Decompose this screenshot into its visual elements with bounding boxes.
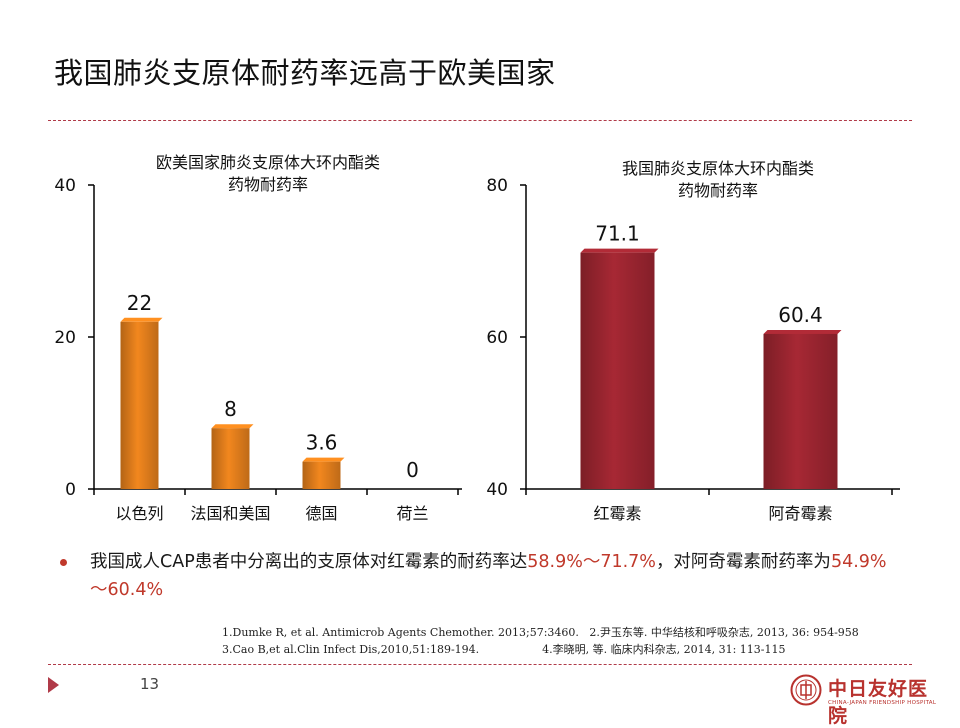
chart-1-bar-top bbox=[120, 317, 163, 322]
arrow-icon bbox=[48, 677, 59, 693]
chart-2-bar bbox=[763, 333, 838, 489]
chart-1-data-label: 0 bbox=[406, 458, 419, 482]
bullet-range2: 54.9%～60.4% bbox=[90, 552, 887, 600]
chart-1-y-tick-label: 0 bbox=[65, 480, 76, 500]
references: 1.Dumke R, et al. Antimicrob Agents Chem… bbox=[222, 624, 859, 658]
chart-1-bar bbox=[302, 461, 341, 489]
chart-1-title: 欧美国家肺炎支原体大环内酯类 药物耐药率 bbox=[98, 152, 438, 196]
bullet-text: 我国成人CAP患者中分离出的支原体对红霉素的耐药率达58.9%～71.7%，对阿… bbox=[90, 548, 900, 604]
chart-2-y-tick-label: 80 bbox=[486, 176, 508, 196]
chart-1-category-label: 法国和美国 bbox=[190, 504, 270, 523]
bottom-divider bbox=[48, 664, 912, 665]
chart-1-data-label: 8 bbox=[224, 397, 237, 421]
chart-2-title: 我国肺炎支原体大环内酯类 药物耐药率 bbox=[548, 158, 888, 202]
chart-1-bar bbox=[211, 428, 250, 489]
chart-2-bar-top bbox=[580, 248, 659, 253]
seal-icon bbox=[790, 674, 822, 706]
chart-2-category-label: 阿奇霉素 bbox=[768, 504, 832, 523]
chart-1-title-line2: 药物耐药率 bbox=[227, 175, 308, 194]
chart-2-bar bbox=[580, 252, 655, 489]
hospital-logo: 中日友好医院 CHINA-JAPAN FRIENDSHIP HOSPITAL bbox=[790, 672, 940, 727]
reference-line-2: 3.Cao B,et al.Clin Infect Dis,2010,51:18… bbox=[222, 643, 786, 656]
page-number: 13 bbox=[140, 675, 160, 693]
chart-2-title-line2: 药物耐药率 bbox=[677, 181, 758, 200]
chart-2-data-label: 71.1 bbox=[595, 222, 640, 246]
chart-1-category-label: 荷兰 bbox=[396, 504, 428, 523]
chart-1-data-label: 22 bbox=[127, 291, 152, 315]
chart-1-category-label: 以色列 bbox=[115, 504, 163, 523]
bullet-part1: 我国成人CAP患者中分离出的支原体对红霉素的耐药率达 bbox=[90, 552, 528, 572]
chart-1-y-tick-label: 20 bbox=[54, 328, 76, 348]
bullet-part2: ，对阿奇霉素耐药率为 bbox=[655, 552, 831, 572]
slide-title: 我国肺炎支原体耐药率远高于欧美国家 bbox=[54, 56, 556, 90]
chart-2-y-tick-label: 60 bbox=[486, 328, 508, 348]
chart-1-bar-top bbox=[211, 424, 254, 429]
chart-2-title-line1: 我国肺炎支原体大环内酯类 bbox=[621, 159, 814, 178]
chart-1-y-tick-label: 40 bbox=[54, 176, 76, 196]
chart-1-category-label: 德国 bbox=[305, 504, 337, 523]
chart-2-y-tick-label: 40 bbox=[486, 480, 508, 500]
chart-2-category-label: 红霉素 bbox=[593, 504, 641, 523]
chart-1-data-label: 3.6 bbox=[306, 431, 338, 455]
bullet-range1: 58.9%～71.7% bbox=[527, 552, 656, 572]
chart-1-bar-top bbox=[302, 457, 345, 462]
reference-line-1: 1.Dumke R, et al. Antimicrob Agents Chem… bbox=[222, 626, 859, 639]
chart-2-data-label: 60.4 bbox=[778, 303, 823, 327]
bullet-dot bbox=[60, 559, 67, 566]
logo-english: CHINA-JAPAN FRIENDSHIP HOSPITAL bbox=[828, 700, 937, 706]
top-divider bbox=[48, 120, 912, 121]
chart-1-bar bbox=[120, 321, 159, 489]
chart-2-bar-top bbox=[763, 329, 842, 334]
chart-1-title-line1: 欧美国家肺炎支原体大环内酯类 bbox=[155, 153, 380, 172]
